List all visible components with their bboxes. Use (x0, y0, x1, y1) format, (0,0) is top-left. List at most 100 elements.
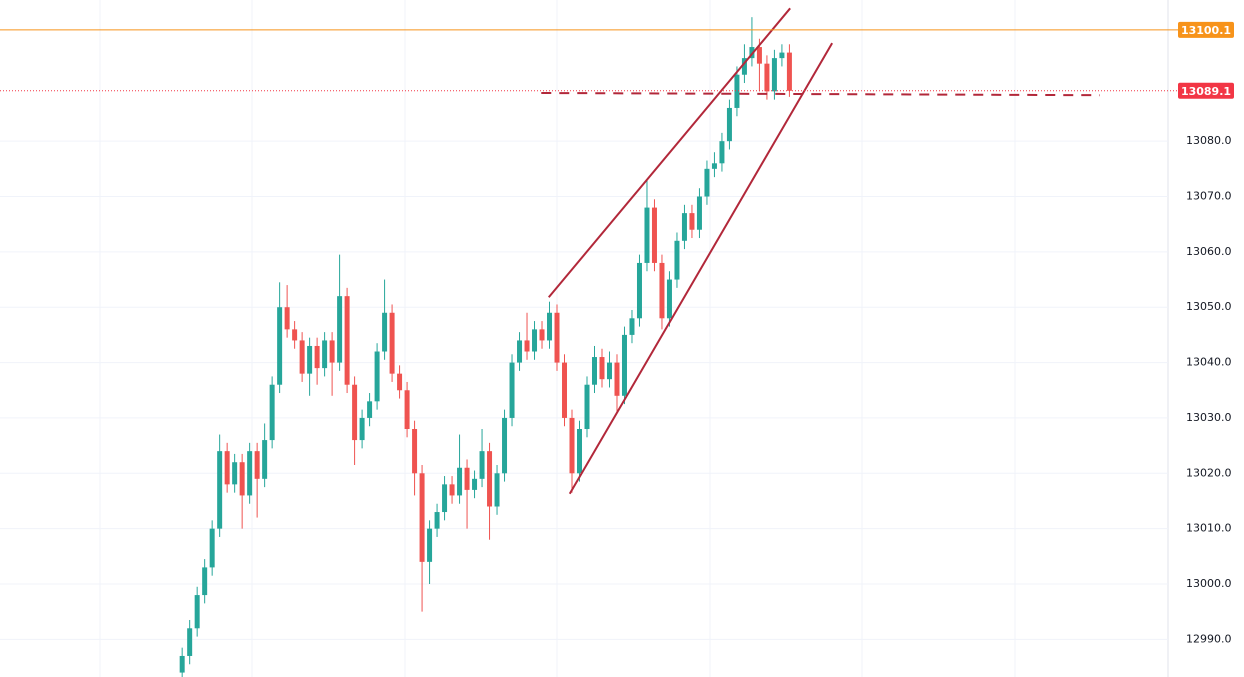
y-tick-label: 13060.0 (1186, 245, 1232, 258)
candle-body (292, 329, 298, 341)
candle-body (374, 351, 380, 402)
candle-body (591, 357, 597, 385)
candle-body (269, 384, 275, 441)
y-tick-label: 12990.0 (1186, 632, 1232, 645)
candle-body (704, 168, 710, 197)
candle-body (614, 362, 620, 396)
y-tick-label: 13050.0 (1186, 300, 1232, 313)
candle-body (209, 528, 215, 568)
candle-body (517, 340, 523, 363)
candle-body (584, 384, 590, 430)
price-label-box (1178, 82, 1234, 99)
y-tick-label: 13020.0 (1186, 466, 1232, 479)
trendline (541, 91, 1100, 97)
candle-body (562, 362, 568, 418)
price-label-box (1178, 21, 1234, 38)
time-grid (99, 0, 1016, 677)
candle-body (419, 473, 425, 562)
candle-body (382, 312, 388, 352)
candle-body (464, 467, 470, 490)
candle-body (674, 240, 680, 280)
candle-body (764, 63, 770, 92)
candle-body (217, 451, 223, 529)
candle-body (659, 262, 665, 319)
candle-body (502, 417, 508, 474)
y-tick-label: 13030.0 (1186, 411, 1232, 424)
candle-body (621, 334, 627, 396)
candle-body (734, 74, 740, 108)
candle-body (726, 107, 732, 142)
candle-body (494, 473, 500, 507)
candle-body (756, 47, 762, 64)
candle-body (606, 362, 612, 380)
candle-body (472, 478, 478, 490)
candle-body (307, 345, 313, 374)
candle-body (786, 52, 792, 91)
y-tick-label: 13080.0 (1186, 134, 1232, 147)
y-tick-label: 13000.0 (1186, 577, 1232, 590)
candle-body (322, 340, 328, 369)
candle-body (569, 417, 575, 474)
candle-body (277, 307, 283, 385)
candle-body (457, 467, 463, 496)
candle-body (179, 655, 185, 673)
candle-body (487, 451, 493, 507)
candle-body (337, 296, 343, 363)
candle-body (232, 462, 238, 485)
y-tick-label: 13040.0 (1186, 356, 1232, 369)
candle-body (532, 329, 538, 352)
candle-body (689, 213, 695, 230)
candle-body (629, 318, 635, 335)
candle-body (554, 312, 560, 363)
candle-body (449, 484, 455, 496)
candle-body (187, 628, 193, 656)
candle-body (681, 213, 687, 241)
candle-body (262, 440, 268, 479)
candle-body (696, 196, 702, 230)
candle-body (711, 163, 717, 169)
candle-body (719, 141, 725, 164)
candle-body (247, 451, 253, 496)
candle-body (194, 595, 200, 629)
candle-body (636, 262, 642, 319)
trendline (547, 7, 791, 298)
candle-body (224, 451, 230, 485)
candle-body (434, 512, 440, 529)
candle-body (299, 340, 305, 374)
candle-body (524, 340, 530, 352)
candle-body (771, 58, 777, 92)
candle-body (442, 484, 448, 513)
price-label: 13089.1 (1181, 85, 1231, 98)
candle-body (539, 329, 545, 341)
candle-body (412, 429, 418, 474)
candle-body (509, 362, 515, 418)
candle-body (329, 340, 335, 363)
candle-body (254, 451, 260, 479)
candle-body (741, 58, 747, 75)
candle-body (644, 207, 650, 263)
y-tick-label: 13070.0 (1186, 190, 1232, 203)
candle-body (397, 373, 403, 391)
trendline (568, 42, 834, 495)
candle-body (344, 296, 350, 385)
candle-body (599, 357, 605, 380)
candle-body (547, 312, 553, 341)
candle-body (367, 401, 373, 418)
candle-body (479, 451, 485, 479)
price-label: 13100.1 (1181, 24, 1231, 37)
candle-body (352, 384, 358, 441)
candle-body (651, 207, 657, 263)
candle-body (666, 279, 672, 319)
candle-body (202, 567, 208, 596)
candle-body (314, 345, 320, 369)
candle-body (359, 417, 365, 441)
candle-body (239, 462, 245, 496)
candle-body (779, 52, 785, 59)
y-tick-label: 13010.0 (1186, 522, 1232, 535)
candle-body (284, 307, 290, 330)
candle-body (404, 390, 410, 430)
candle-body (389, 312, 395, 374)
candle-body (427, 528, 433, 562)
candle-body (577, 429, 583, 474)
